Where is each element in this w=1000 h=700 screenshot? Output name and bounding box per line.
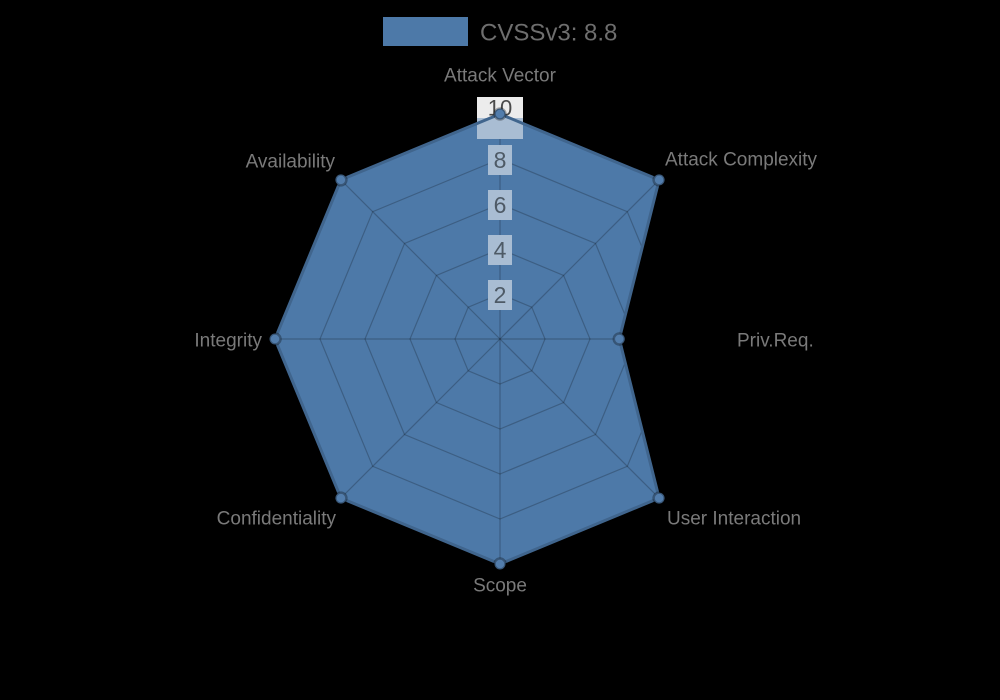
grid-spoke	[340, 179, 501, 340]
data-point	[334, 491, 348, 505]
tick-label: 4	[494, 237, 507, 263]
axis-label-scope: Scope	[473, 576, 527, 597]
radial-tick-labels: 246810	[477, 96, 523, 310]
data-point	[493, 557, 507, 571]
data-point	[334, 173, 348, 187]
grid-ring	[454, 293, 546, 385]
tick-label: 6	[494, 192, 507, 218]
axis-label-availability: Availability	[246, 152, 336, 173]
data-point	[652, 491, 666, 505]
axis-labels: Attack Vector Attack Complexity Priv.Req. U…	[194, 66, 817, 597]
tick-label: 8	[494, 147, 507, 173]
tick-backdrop	[488, 145, 512, 175]
grid-spoke	[340, 338, 501, 499]
tick-backdrop	[488, 190, 512, 220]
axis-label-confidentiality: Confidentiality	[217, 509, 337, 530]
radar-data-fill	[275, 114, 660, 564]
grid-ring	[409, 248, 591, 430]
grid-spoke	[499, 179, 660, 340]
data-point	[493, 107, 507, 121]
data-point	[652, 173, 666, 187]
tick-backdrop	[477, 118, 523, 139]
grid-spoke	[499, 338, 660, 499]
legend-label: CVSSv3: 8.8	[480, 20, 617, 47]
axis-label-attack-complexity: Attack Complexity	[665, 150, 818, 171]
grid-ring	[364, 203, 636, 475]
axis-label-user-interaction: User Interaction	[667, 509, 801, 530]
radar-data-points	[268, 107, 666, 571]
data-point	[612, 332, 627, 346]
axis-label-attack-vector: Attack Vector	[444, 66, 557, 87]
axis-label-integrity: Integrity	[194, 331, 262, 352]
legend-swatch	[383, 17, 468, 46]
tick-label: 2	[494, 282, 507, 308]
tick-backdrop	[488, 280, 512, 310]
chart-legend: CVSSv3: 8.8	[383, 17, 617, 47]
axis-label-priv-req: Priv.Req.	[737, 331, 814, 352]
tick-backdrop	[488, 235, 512, 265]
data-point	[268, 332, 282, 346]
tick-backdrop	[477, 97, 523, 118]
